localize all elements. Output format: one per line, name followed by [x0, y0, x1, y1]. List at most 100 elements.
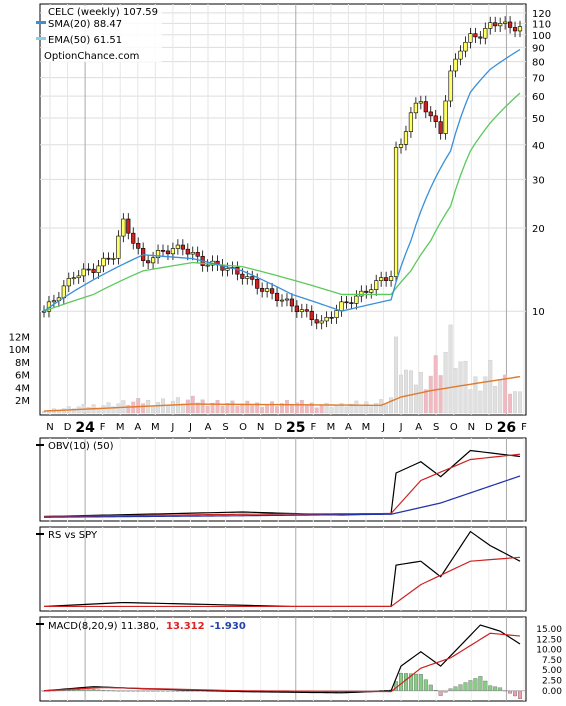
month-tick-label: A: [205, 422, 212, 433]
ema-legend-label: EMA(50) 61.51: [48, 35, 122, 46]
volume-bar: [329, 407, 334, 414]
candle-body: [329, 316, 334, 319]
volume-bar: [513, 391, 517, 414]
candle-body: [423, 101, 428, 113]
macd-hist-bar: [458, 684, 463, 691]
volume-bar: [428, 375, 433, 414]
candle-body: [483, 28, 488, 39]
candle-body: [443, 100, 448, 134]
volume-bar: [270, 401, 275, 414]
macd-hist-bar: [473, 678, 478, 691]
candle-body: [458, 50, 463, 60]
volume-bar: [478, 390, 483, 414]
macd-hist-bar: [423, 679, 428, 691]
macd-hist-bar: [448, 688, 453, 691]
candle-body: [398, 144, 404, 148]
candle-body: [51, 300, 57, 303]
sma-line: [43, 48, 521, 312]
macd-lines: [40, 624, 526, 699]
candle-body: [388, 276, 394, 281]
macd-hist-bar: [483, 680, 488, 691]
macd-tick-label: 12.50: [536, 635, 562, 645]
volume-bar: [443, 352, 448, 414]
macd-tick-label: 2.50: [542, 677, 562, 687]
volume-bar: [468, 389, 473, 414]
volume-bar: [215, 400, 220, 414]
candle-body: [190, 252, 195, 255]
month-tick-label: 26: [497, 420, 516, 436]
rs-signal-line: [44, 556, 521, 608]
volume-bar: [240, 403, 245, 414]
candle-body: [289, 298, 295, 307]
volume-bar: [166, 404, 170, 414]
volume-bar: [304, 405, 309, 414]
volume-bar: [314, 407, 319, 414]
macd-hist-bar: [513, 690, 517, 697]
obv-lines: [43, 449, 521, 518]
volume-bar: [141, 403, 146, 414]
candle-body: [279, 299, 285, 302]
volume-bar: [170, 401, 175, 414]
macd-hist-bar: [399, 672, 403, 691]
macd-hist-bar: [488, 685, 493, 691]
candle-body: [319, 320, 324, 324]
volume-bar: [463, 360, 468, 414]
price-tick-label: 60: [532, 92, 545, 103]
sma-legend-swatch: [36, 21, 46, 24]
volume-bar: [235, 405, 240, 414]
candle-body: [507, 21, 513, 28]
macd-hist-bar: [463, 682, 468, 691]
price-tick-label: 50: [532, 114, 545, 125]
volume-bar: [289, 405, 294, 414]
volume-bar: [359, 405, 364, 414]
price-tick-label: 90: [532, 43, 545, 54]
candle-body: [478, 36, 483, 39]
macd-signal-line: [43, 632, 521, 693]
candle-body: [185, 248, 190, 255]
volume-bar: [458, 361, 463, 414]
volume-tick-label: 4M: [15, 383, 30, 394]
month-tick-label: D: [274, 422, 282, 433]
candle-body: [468, 33, 473, 43]
moving-averages: [43, 48, 521, 312]
candle-body: [195, 252, 200, 257]
candle-body: [364, 290, 369, 293]
candle-body: [493, 22, 498, 27]
volume-bar: [42, 411, 46, 414]
month-tick-label: N: [46, 422, 53, 433]
month-tick-label: A: [345, 422, 352, 433]
candle-body: [240, 273, 245, 279]
volume-bar: [245, 400, 250, 414]
candle-body: [255, 279, 260, 289]
price-tick-label: 30: [532, 175, 545, 186]
volume-bar: [111, 406, 116, 414]
candle-body: [428, 111, 433, 117]
candle-body: [354, 295, 359, 304]
candle-body: [309, 310, 314, 320]
candle-body: [349, 302, 354, 304]
volume-bar: [364, 401, 369, 414]
candle-body: [374, 280, 379, 290]
ema-legend-swatch: [36, 37, 46, 40]
candle-body: [225, 268, 230, 271]
rs-lines: [43, 530, 521, 608]
volume-bar: [275, 406, 279, 414]
volume-bar: [503, 374, 508, 414]
volume-bar: [101, 405, 106, 414]
volume-bar: [156, 402, 160, 414]
macd-hist-bar: [468, 680, 473, 691]
price-tick-label: 120: [532, 9, 551, 20]
month-tick-label: A: [415, 422, 422, 433]
macd-hist-bar: [413, 673, 418, 691]
month-tick-label: D: [485, 422, 493, 433]
candle-body: [175, 244, 180, 249]
obv-long-line: [43, 475, 521, 518]
macd-hist-bar: [518, 690, 522, 699]
volume-bar: [225, 403, 230, 414]
volume-bar: [344, 406, 349, 414]
volume-bar: [518, 391, 522, 414]
candle-body: [393, 147, 399, 277]
price-tick-label: 100: [532, 31, 551, 42]
macd-panel-frame: [39, 616, 527, 702]
